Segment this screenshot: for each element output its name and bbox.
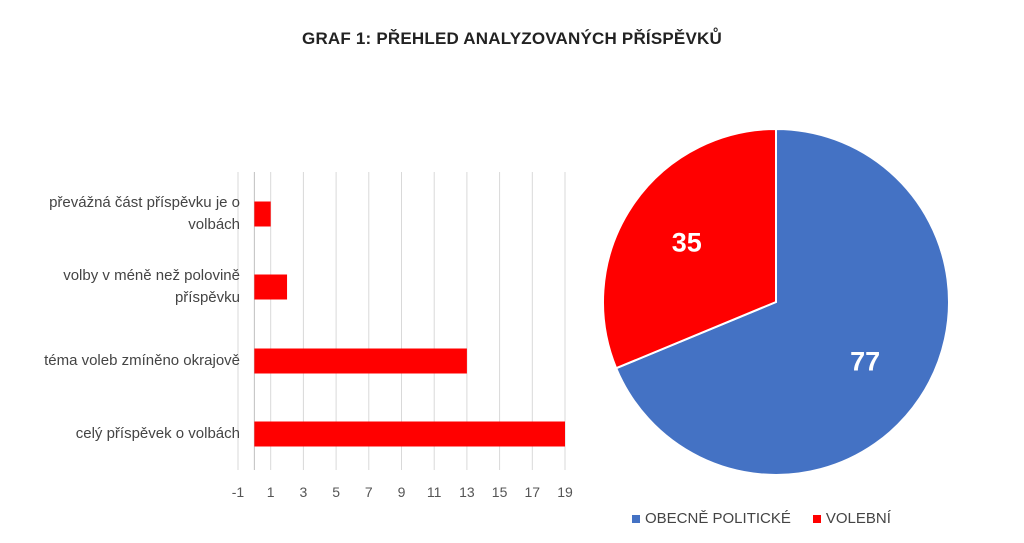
x-tick-label-8: 15 xyxy=(492,484,508,500)
pie-legend: OBECNĚ POLITICKÉ VOLEBNÍ xyxy=(632,510,891,527)
bar-0 xyxy=(254,421,565,447)
legend-swatch-obecne xyxy=(632,514,640,523)
x-tick-label-5: 9 xyxy=(398,484,406,500)
x-tick-label-7: 13 xyxy=(459,484,475,500)
legend-swatch-volebni xyxy=(812,514,821,523)
x-tick-label-0: -1 xyxy=(232,484,245,500)
chart-title: GRAF 1: PŘEHLED ANALYZOVANÝCH PŘÍSPĚVKŮ xyxy=(302,29,722,48)
category-label-1: téma voleb zmíněno okrajově xyxy=(44,352,240,369)
legend-item-obecne: OBECNĚ POLITICKÉ xyxy=(632,510,791,527)
bar-3 xyxy=(254,201,271,227)
bar-marks xyxy=(254,201,565,447)
category-label-3: převážná část příspěvku je o volbách xyxy=(49,194,240,233)
pie-value-label-1: 35 xyxy=(672,227,702,257)
x-tick-label-3: 5 xyxy=(332,484,340,500)
legend-label-obecne: OBECNĚ POLITICKÉ xyxy=(645,510,791,527)
x-tick-label-1: 1 xyxy=(267,484,275,500)
legend-item-volebni: VOLEBNÍ xyxy=(812,510,891,527)
category-label-2: volby v méně než polovině příspěvku xyxy=(63,267,240,306)
legend-label-volebni: VOLEBNÍ xyxy=(825,510,891,527)
x-tick-label-10: 19 xyxy=(557,484,573,500)
x-tick-label-6: 11 xyxy=(427,484,442,500)
pie-slice-1 xyxy=(602,127,777,370)
pie-value-label-0: 77 xyxy=(850,347,880,377)
bar-2 xyxy=(254,274,288,300)
x-tick-label-9: 17 xyxy=(525,484,541,500)
pie-marks xyxy=(602,127,950,476)
pie-labels: 77 35 xyxy=(672,227,880,376)
bar-ticks: -1 1 3 5 7 9 11 13 15 17 19 xyxy=(232,484,573,500)
pie-slice-0 xyxy=(614,127,950,476)
x-tick-label-4: 7 xyxy=(365,484,373,500)
bar-1 xyxy=(254,348,467,374)
x-tick-label-2: 3 xyxy=(300,484,308,500)
category-label-0: celý příspěvek o volbách xyxy=(75,425,240,442)
